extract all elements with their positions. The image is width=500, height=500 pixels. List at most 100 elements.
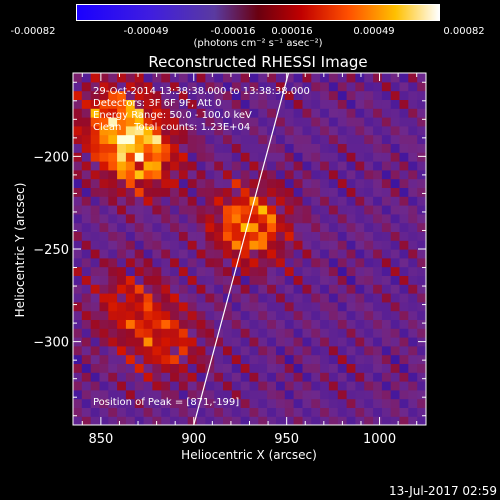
heatmap-cell — [337, 301, 348, 312]
heatmap-cell — [399, 152, 409, 162]
heatmap-cell — [267, 284, 277, 294]
heatmap-cell — [302, 416, 312, 425]
heatmap-cell — [284, 222, 295, 232]
heatmap-cell — [267, 363, 277, 373]
heatmap-cell — [328, 81, 339, 92]
heatmap-cell — [293, 301, 304, 312]
colorbar-tick-label: 0.00049 — [353, 26, 395, 37]
heatmap-cell — [355, 416, 365, 425]
heatmap-cell — [187, 108, 198, 118]
heatmap-cell — [373, 310, 383, 320]
heatmap-cell — [373, 99, 383, 109]
heatmap-cell — [346, 231, 357, 241]
heatmap-cell — [276, 266, 286, 276]
heatmap-cell — [240, 301, 251, 312]
heatmap-cell — [302, 90, 312, 100]
heatmap-cell — [284, 398, 295, 408]
heatmap-cell — [337, 310, 348, 320]
heatmap-cell — [417, 293, 426, 303]
heatmap-cell — [117, 301, 127, 312]
heatmap-cell — [152, 213, 162, 224]
heatmap-cell — [328, 231, 339, 241]
heatmap-cell — [125, 205, 136, 215]
heatmap-cell — [143, 389, 154, 400]
heatmap-cell — [364, 108, 374, 118]
heatmap-cell — [214, 152, 224, 162]
heatmap-cell — [99, 240, 109, 250]
heatmap-cell — [302, 178, 312, 188]
heatmap-cell — [302, 222, 312, 232]
heatmap-cell — [187, 240, 198, 250]
heatmap-cell — [187, 213, 198, 224]
heatmap-cell — [293, 345, 304, 356]
heatmap-cell — [373, 354, 383, 364]
heatmap-cell — [231, 416, 242, 425]
heatmap-cell — [320, 169, 330, 180]
heatmap-cell — [320, 90, 330, 100]
heatmap-cell — [90, 328, 101, 338]
heatmap-cell — [108, 178, 118, 188]
heatmap-cell — [152, 196, 162, 206]
heatmap-cell — [373, 125, 383, 136]
heatmap-cell — [205, 275, 215, 285]
heatmap-cell — [125, 143, 136, 153]
heatmap-cell — [346, 196, 357, 206]
heatmap-cell — [408, 196, 418, 206]
heatmap-cell — [99, 231, 109, 241]
heatmap-cell — [143, 416, 154, 425]
heatmap-cell — [223, 354, 233, 364]
heatmap-cell — [346, 407, 357, 417]
heatmap-cell — [293, 328, 304, 338]
heatmap-cell — [81, 231, 92, 241]
heatmap-cell — [284, 73, 295, 83]
heatmap-cell — [249, 257, 259, 268]
heatmap-cell — [205, 345, 215, 356]
heatmap-cell — [161, 108, 171, 118]
heatmap-cell — [311, 381, 321, 391]
heatmap-cell — [381, 205, 392, 215]
heatmap-cell — [346, 275, 357, 285]
heatmap-cell — [90, 398, 101, 408]
heatmap-cell — [417, 99, 426, 109]
heatmap-cell — [302, 310, 312, 320]
heatmap-cell — [196, 169, 207, 180]
heatmap-cell — [205, 90, 215, 100]
heatmap-cell — [170, 152, 180, 162]
heatmap-cell — [381, 416, 392, 425]
x-axis-title: Heliocentric X (arcsec) — [181, 448, 317, 462]
heatmap-cell — [214, 73, 224, 83]
heatmap-cell — [258, 213, 268, 224]
heatmap-cell — [399, 372, 409, 382]
heatmap-cell — [223, 169, 233, 180]
heatmap-cell — [161, 381, 171, 391]
heatmap-cell — [134, 99, 145, 109]
heatmap-cell — [320, 310, 330, 320]
heatmap-cell — [214, 99, 224, 109]
heatmap-cell — [399, 108, 409, 118]
heatmap-cell — [276, 328, 286, 338]
heatmap-cell — [81, 345, 92, 356]
heatmap-cell — [408, 178, 418, 188]
heatmap-cell — [267, 125, 277, 136]
heatmap-cell — [117, 363, 127, 373]
heatmap-cell — [99, 354, 109, 364]
heatmap-cell — [364, 205, 374, 215]
heatmap-cell — [293, 266, 304, 276]
heatmap-cell — [249, 363, 259, 373]
heatmap-cell — [390, 178, 401, 188]
heatmap-cell — [302, 81, 312, 92]
heatmap-cell — [161, 319, 171, 329]
heatmap-cell — [373, 372, 383, 382]
heatmap-cell — [390, 81, 401, 92]
heatmap-cell — [311, 99, 321, 109]
heatmap-cell — [73, 275, 83, 285]
heatmap-cell — [170, 143, 180, 153]
heatmap-cell — [284, 108, 295, 118]
heatmap-cell — [134, 275, 145, 285]
heatmap-cell — [134, 213, 145, 224]
heatmap-cell — [81, 90, 92, 100]
heatmap-cell — [134, 398, 145, 408]
heatmap-cell — [196, 257, 207, 268]
heatmap-cell — [81, 99, 92, 109]
heatmap-cell — [390, 293, 401, 303]
